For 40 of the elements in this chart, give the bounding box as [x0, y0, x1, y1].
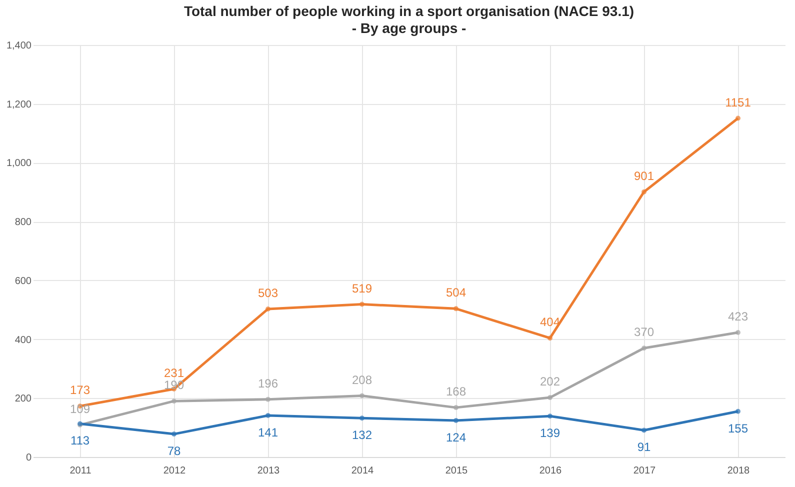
x-tick-label: 2011	[70, 466, 92, 476]
y-tick-label: 1,200	[6, 99, 32, 110]
chart-subtitle: - By age groups -	[352, 20, 467, 36]
y-tick-label: 800	[14, 217, 32, 228]
data-label: 173	[70, 383, 90, 398]
data-label: 901	[634, 168, 654, 183]
data-label: 132	[352, 428, 372, 442]
y-tick-label: 600	[14, 276, 32, 287]
data-label: 519	[352, 281, 372, 296]
x-tick-label: 2016	[539, 466, 562, 476]
x-tick-label: 2014	[351, 466, 374, 476]
data-label: 78	[167, 444, 181, 458]
data-label: 124	[446, 430, 466, 445]
data-label: 109	[70, 402, 90, 416]
data-label: 208	[352, 372, 372, 387]
data-label: 141	[258, 426, 278, 440]
y-tick-label: 200	[14, 394, 32, 405]
data-label: 504	[446, 286, 466, 300]
data-label: 423	[728, 310, 748, 324]
data-label: 168	[446, 384, 466, 399]
y-tick-label: 0	[26, 452, 32, 464]
data-label: 196	[258, 376, 278, 390]
data-label: 231	[164, 366, 184, 380]
x-tick-label: 2012	[163, 466, 186, 476]
y-tick-label: 1,000	[6, 158, 32, 170]
data-label: 1151	[725, 95, 752, 110]
data-label: 202	[540, 374, 560, 389]
data-label: 91	[637, 440, 651, 454]
data-label: 155	[728, 421, 748, 436]
data-label: 113	[70, 434, 90, 448]
chart-title: Total number of people working in a sport organisation (NACE 93.1)	[184, 3, 634, 19]
data-label: 139	[540, 426, 560, 440]
y-tick-label: 400	[14, 334, 32, 346]
x-tick-label: 2015	[445, 466, 468, 476]
y-tick-label: 1,400	[6, 40, 32, 52]
x-tick-label: 2017	[633, 466, 656, 476]
data-label: 370	[634, 325, 654, 340]
data-label: 503	[258, 286, 278, 300]
x-tick-label: 2018	[727, 466, 750, 476]
x-tick-label: 2013	[257, 466, 280, 476]
